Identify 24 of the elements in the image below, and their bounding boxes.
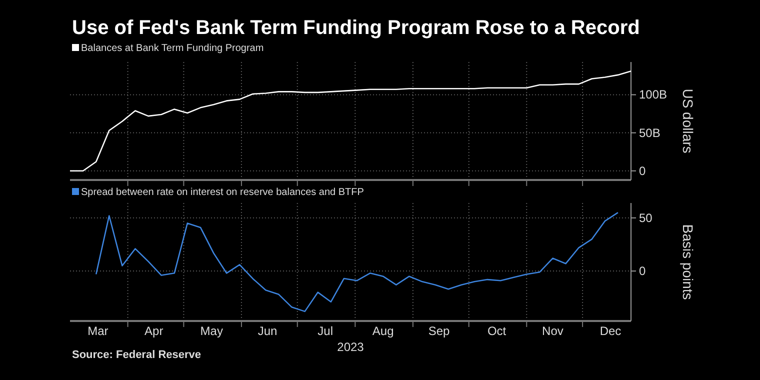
x-tick-label: Dec bbox=[600, 324, 622, 338]
x-tick-label: Mar bbox=[88, 324, 108, 338]
source-note: Source: Federal Reserve bbox=[72, 349, 202, 361]
x-tick-label: Oct bbox=[487, 324, 507, 338]
x-axis-title: 2023 bbox=[337, 340, 364, 354]
legend-label: Balances at Bank Term Funding Program bbox=[81, 43, 264, 54]
y-axis-title: US dollars bbox=[680, 88, 696, 154]
x-tick-label: Nov bbox=[542, 324, 564, 338]
y-tick-label: 50B bbox=[639, 126, 660, 140]
legend-label: Spread between rate on interest on reserve balances and BTFP bbox=[81, 187, 364, 198]
line-series bbox=[69, 70, 632, 172]
y-tick-label: 0 bbox=[639, 164, 646, 178]
x-tick-label: May bbox=[200, 324, 223, 338]
x-tick-label: Sep bbox=[428, 324, 450, 338]
chart-title: Use of Fed's Bank Term Funding Program Rose to a Record bbox=[72, 17, 640, 39]
x-tick-label: Aug bbox=[372, 324, 394, 338]
y-tick-label: 50 bbox=[639, 210, 653, 225]
y-tick-label: 0 bbox=[639, 264, 646, 278]
line-series bbox=[95, 212, 619, 312]
y-axis-title: Basis points bbox=[680, 224, 696, 300]
y-tick-label: 100B bbox=[639, 88, 668, 102]
x-tick-label: Jun bbox=[258, 324, 278, 338]
x-tick-label: Jul bbox=[318, 324, 334, 338]
x-tick-label: Apr bbox=[144, 324, 164, 338]
